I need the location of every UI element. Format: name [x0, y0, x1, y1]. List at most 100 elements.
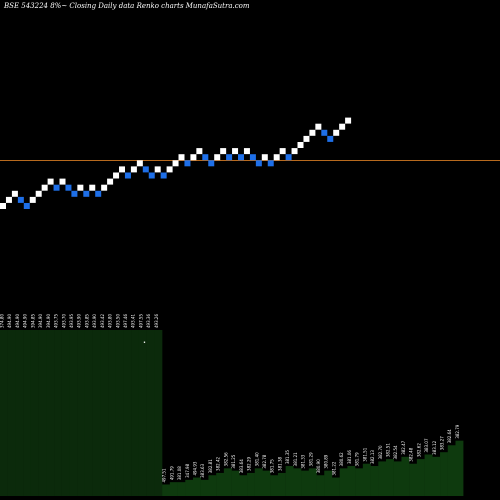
renko-brick-up [89, 184, 96, 191]
volume-panel [0, 330, 464, 496]
renko-brick-up [232, 148, 239, 155]
volume-label: 383.63 [200, 463, 205, 477]
volume-label: 382.70 [378, 445, 383, 459]
volume-label: 380.89 [324, 454, 329, 468]
volume-bar [216, 472, 225, 496]
volume-bar [262, 470, 271, 496]
renko-brick-up [214, 154, 221, 161]
renko-brick-up [345, 117, 352, 124]
volume-bar [69, 330, 78, 496]
volume-label: 382.42 [216, 456, 221, 470]
volume-bar [146, 330, 155, 496]
volume-bar [455, 440, 464, 496]
renko-brick-down [95, 190, 102, 197]
renko-brick-down [255, 160, 262, 167]
renko-brick-down [321, 129, 328, 136]
renko-brick-up [172, 160, 179, 167]
volume-bar [38, 330, 47, 496]
volume-label: 383.07 [424, 438, 429, 452]
renko-brick-up [47, 178, 54, 185]
volume-label: 382.54 [393, 445, 398, 459]
renko-brick-up [333, 129, 340, 136]
renko-brick-up [196, 148, 203, 155]
renko-brick-up [77, 184, 84, 191]
volume-label: 493.42 [100, 314, 105, 328]
volume-label: 380.90 [316, 459, 321, 473]
renko-brick-up [339, 123, 346, 130]
chart-title: BSE 543224 8%~ Closing Daily data Renko … [4, 2, 250, 10]
volume-bar [247, 472, 255, 496]
renko-brick-down [124, 172, 131, 179]
volume-bar [162, 484, 171, 496]
renko-brick-down [184, 160, 191, 167]
renko-brick-up [136, 160, 143, 167]
renko-brick-down [71, 190, 78, 197]
volume-label: 382.29 [247, 456, 252, 470]
volume-bar [370, 466, 379, 496]
volume-labels: 374.80 494.90 494.90 494.90 394.85 394.90 394.… [0, 314, 460, 483]
renko-brick-up [279, 148, 286, 155]
volume-label: 382.48 [409, 447, 414, 461]
renko-brick-down [148, 172, 155, 179]
renko-brick-down [327, 135, 334, 142]
volume-bar [293, 468, 302, 496]
volume-label: 381.33 [301, 454, 306, 468]
renko-brick-up [315, 123, 322, 130]
volume-label: 493.36 [146, 314, 151, 328]
volume-bar [23, 330, 32, 496]
volume-bar [54, 330, 62, 496]
volume-label: 381.08 [177, 466, 182, 480]
renko-brick-up [220, 148, 227, 155]
volume-label: 381.79 [355, 452, 360, 466]
volume-bar [393, 461, 402, 496]
renko-brick-up [119, 166, 125, 173]
volume-label: 381.40 [254, 452, 259, 466]
volume-bar [447, 445, 456, 496]
renko-brick-down [208, 160, 215, 167]
volume-bar [424, 454, 433, 496]
renko-brick-up [273, 154, 280, 161]
volume-bar [239, 475, 248, 496]
volume-bar [285, 466, 294, 496]
volume-bar [416, 459, 425, 496]
renko-brick-down [160, 172, 167, 179]
renko-brick-up [11, 190, 18, 197]
volume-bar [254, 468, 263, 496]
renko-brick-down [285, 154, 292, 161]
volume-label: 493.80 [108, 314, 113, 328]
volume-label: 381.21 [293, 452, 298, 466]
volume-label: 493.90 [92, 314, 97, 328]
renko-brick-up [5, 196, 12, 203]
volume-label: 381.25 [231, 454, 236, 468]
volume-label: 493.95 [69, 314, 74, 328]
renko-brick-up [101, 184, 108, 191]
volume-label: 394.85 [30, 314, 35, 328]
volume-label: 381.35 [285, 450, 290, 464]
volume-label: 383.64 [239, 459, 244, 473]
renko-brick-up [297, 142, 304, 148]
renko-brick-up [309, 129, 316, 136]
volume-label: 382.81 [208, 459, 213, 473]
volume-label: 493.90 [77, 314, 82, 328]
volume-bar [231, 470, 240, 496]
volume-bar [123, 330, 132, 496]
volume-bar [432, 456, 441, 496]
renko-brick-down [142, 166, 149, 173]
volume-bar [208, 475, 217, 496]
volume-label: 382.78 [262, 454, 267, 468]
volume-marker: • [143, 340, 146, 346]
renko-brick-down [17, 196, 24, 203]
volume-label: 493.85 [84, 314, 89, 328]
volume-bar [0, 330, 8, 496]
renko-brick-up [166, 166, 173, 173]
volume-bar [270, 475, 279, 496]
volume-bar [277, 472, 286, 496]
volume-label: 394.90 [46, 314, 51, 328]
renko-brick-up [41, 184, 48, 191]
volume-bar [223, 468, 232, 496]
renko-brick-up [303, 135, 310, 142]
volume-bar [409, 463, 418, 496]
volume-bar [30, 330, 39, 496]
